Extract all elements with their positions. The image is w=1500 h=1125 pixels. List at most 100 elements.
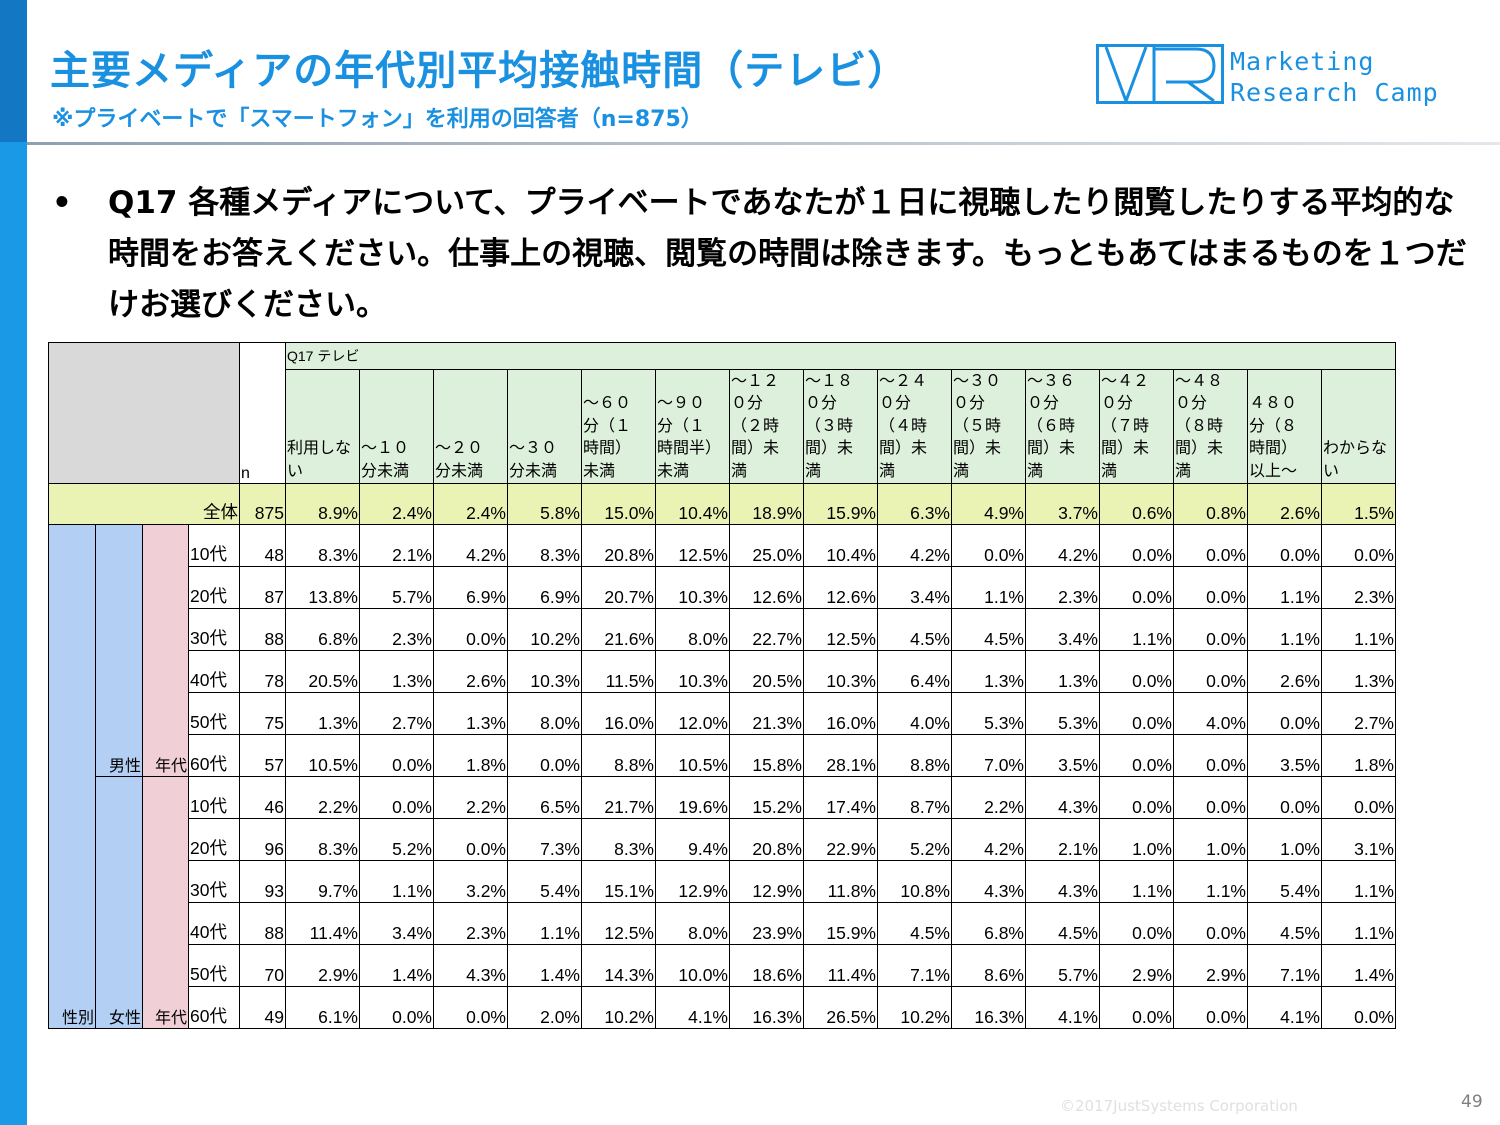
row-n: 93 (239, 860, 286, 903)
table-row: 40代 88 11.4% 3.4% 2.3% 1.1% 12.5% 8.0% 23.9% 15.9… (49, 902, 1396, 945)
cell-value: 2.6% (1247, 650, 1322, 693)
cell-value: 9.7% (285, 860, 360, 903)
cell-value: 2.0% (507, 986, 582, 1029)
cell-value: 2.1% (359, 524, 434, 567)
cell-value: 2.2% (433, 776, 508, 819)
column-header: ～１０ 分未満 (359, 369, 434, 484)
cell-value: 4.3% (951, 860, 1026, 903)
cell-value: 6.4% (877, 650, 952, 693)
page-number: 49 (1461, 1092, 1483, 1112)
cell-value: 4.2% (433, 524, 508, 567)
cell-value: 8.3% (285, 818, 360, 861)
cell-value: 8.8% (581, 734, 656, 777)
cell-value: 6.5% (507, 776, 582, 819)
cell-value: 2.3% (433, 902, 508, 945)
cell-value: 2.7% (1321, 692, 1396, 735)
cell-value: 3.4% (359, 902, 434, 945)
cell-value: 8.8% (877, 734, 952, 777)
cell-value: 3.5% (1025, 734, 1100, 777)
cell-value: 1.1% (1173, 860, 1248, 903)
column-header: ４８０ 分（８ 時間） 以上～ (1247, 369, 1322, 484)
cell-value: 0.0% (1173, 734, 1248, 777)
total-value: 8.9% (285, 483, 360, 525)
cell-value: 2.9% (1173, 944, 1248, 987)
copyright: ©2017JustSystems Corporation (1060, 1097, 1298, 1115)
cell-value: 4.0% (1173, 692, 1248, 735)
cell-value: 0.0% (1173, 566, 1248, 609)
row-n: 88 (239, 902, 286, 945)
column-header: ～９０ 分（１ 時間半） 未満 (655, 369, 730, 484)
cell-value: 4.3% (1025, 776, 1100, 819)
cell-value: 20.5% (729, 650, 804, 693)
row-n: 96 (239, 818, 286, 861)
cell-value: 26.5% (803, 986, 878, 1029)
cell-value: 11.8% (803, 860, 878, 903)
cell-value: 3.4% (877, 566, 952, 609)
cell-value: 5.3% (1025, 692, 1100, 735)
cell-value: 11.4% (285, 902, 360, 945)
cell-value: 0.0% (1099, 566, 1174, 609)
cell-value: 8.3% (507, 524, 582, 567)
cell-value: 1.4% (359, 944, 434, 987)
age-group-label: 年代 (142, 524, 189, 777)
age-label: 50代 (188, 944, 240, 987)
cell-value: 1.3% (359, 650, 434, 693)
cell-value: 0.0% (951, 524, 1026, 567)
cell-value: 4.1% (655, 986, 730, 1029)
table-row: 20代 96 8.3% 5.2% 0.0% 7.3% 8.3% 9.4% 20.8% 22.9% 5… (49, 818, 1396, 861)
cell-value: 2.9% (1099, 944, 1174, 987)
row-n: 88 (239, 608, 286, 651)
column-header: 利用しない (285, 369, 360, 484)
cell-value: 8.0% (655, 608, 730, 651)
cell-value: 12.0% (655, 692, 730, 735)
cell-value: 3.5% (1247, 734, 1322, 777)
cell-value: 1.1% (1321, 902, 1396, 945)
question-block: • Q17 各種メディアについて、プライベートであなたが１日に視聴したり閲覧した… (52, 178, 1482, 331)
cell-value: 0.0% (1099, 650, 1174, 693)
age-label: 20代 (188, 818, 240, 861)
cell-value: 0.0% (1099, 776, 1174, 819)
cell-value: 6.9% (507, 566, 582, 609)
cell-value: 16.3% (951, 986, 1026, 1029)
cell-value: 5.7% (1025, 944, 1100, 987)
n-header: n (239, 342, 286, 484)
cell-value: 8.0% (507, 692, 582, 735)
bullet: • (52, 185, 72, 221)
cell-value: 20.5% (285, 650, 360, 693)
age-label: 30代 (188, 608, 240, 651)
cell-value: 1.3% (951, 650, 1026, 693)
total-value: 3.7% (1025, 483, 1100, 525)
total-value: 10.4% (655, 483, 730, 525)
cell-value: 23.9% (729, 902, 804, 945)
cell-value: 0.0% (1099, 734, 1174, 777)
cell-value: 0.0% (359, 986, 434, 1029)
table-row: 20代 87 13.8% 5.7% 6.9% 6.9% 20.7% 10.3% 12.6% 12.… (49, 566, 1396, 609)
age-label: 40代 (188, 902, 240, 945)
cell-value: 12.6% (729, 566, 804, 609)
cell-value: 16.0% (803, 692, 878, 735)
cell-value: 0.0% (1247, 776, 1322, 819)
cell-value: 17.4% (803, 776, 878, 819)
cell-value: 21.6% (581, 608, 656, 651)
logo-line-2: Research Camp (1230, 78, 1439, 107)
cell-value: 15.1% (581, 860, 656, 903)
total-value: 6.3% (877, 483, 952, 525)
total-value: 0.8% (1173, 483, 1248, 525)
cell-value: 21.7% (581, 776, 656, 819)
cell-value: 7.1% (877, 944, 952, 987)
cell-value: 25.0% (729, 524, 804, 567)
question-label: Q17 テレビ (285, 342, 1396, 370)
cell-value: 0.0% (1099, 902, 1174, 945)
column-header: わからな い (1321, 369, 1396, 484)
cell-value: 1.4% (1321, 944, 1396, 987)
cell-value: 1.1% (359, 860, 434, 903)
cell-value: 2.7% (359, 692, 434, 735)
total-value: 15.0% (581, 483, 656, 525)
cell-value: 22.9% (803, 818, 878, 861)
cell-value: 14.3% (581, 944, 656, 987)
cell-value: 3.4% (1025, 608, 1100, 651)
total-value: 5.8% (507, 483, 582, 525)
cell-value: 0.0% (1173, 608, 1248, 651)
cell-value: 10.4% (803, 524, 878, 567)
cell-value: 0.0% (359, 734, 434, 777)
